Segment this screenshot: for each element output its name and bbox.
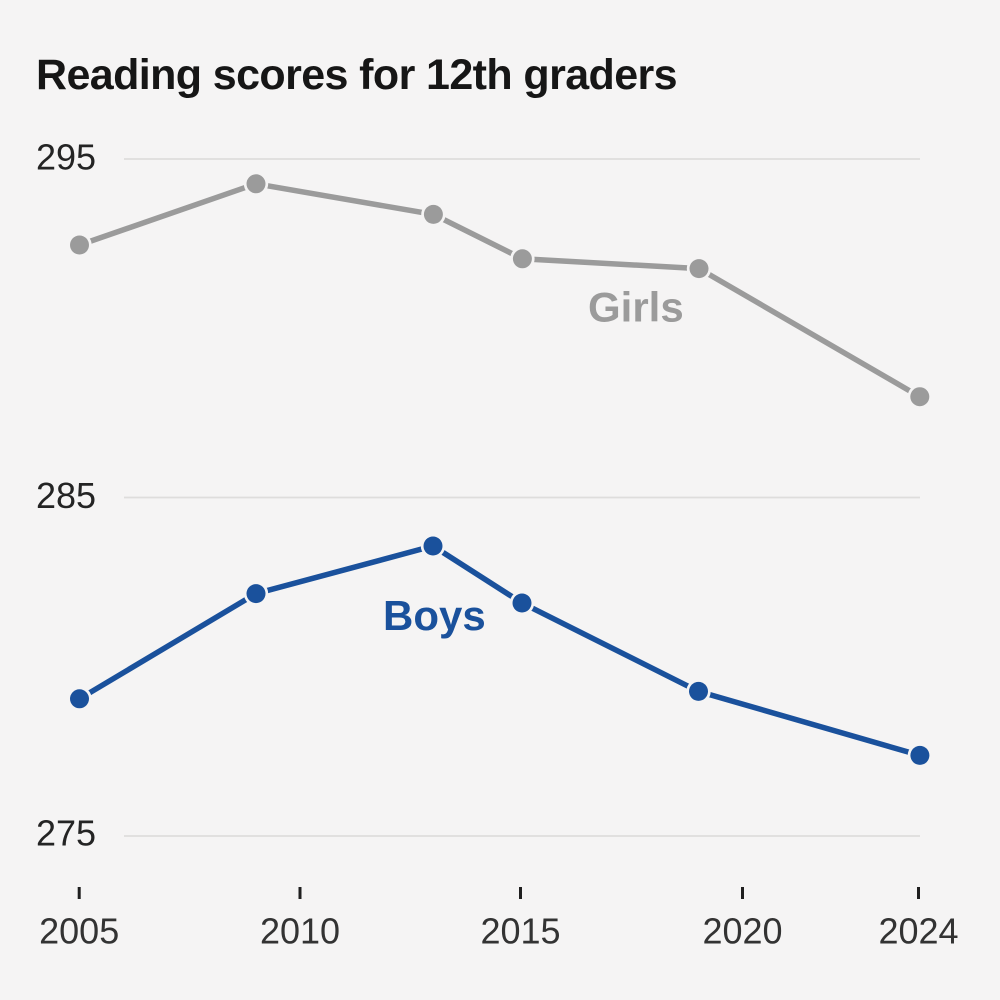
svg-text:2005: 2005 [39, 911, 119, 952]
svg-text:295: 295 [36, 137, 96, 178]
svg-text:2015: 2015 [480, 911, 560, 952]
svg-text:285: 285 [36, 475, 96, 516]
svg-text:2024: 2024 [878, 911, 958, 952]
svg-text:2020: 2020 [702, 911, 782, 952]
svg-text:Reading scores for 12th grader: Reading scores for 12th graders [36, 51, 677, 99]
svg-text:275: 275 [36, 813, 96, 854]
svg-text:Boys: Boys [383, 592, 486, 639]
svg-text:Girls: Girls [588, 284, 684, 331]
svg-text:2010: 2010 [260, 911, 340, 952]
